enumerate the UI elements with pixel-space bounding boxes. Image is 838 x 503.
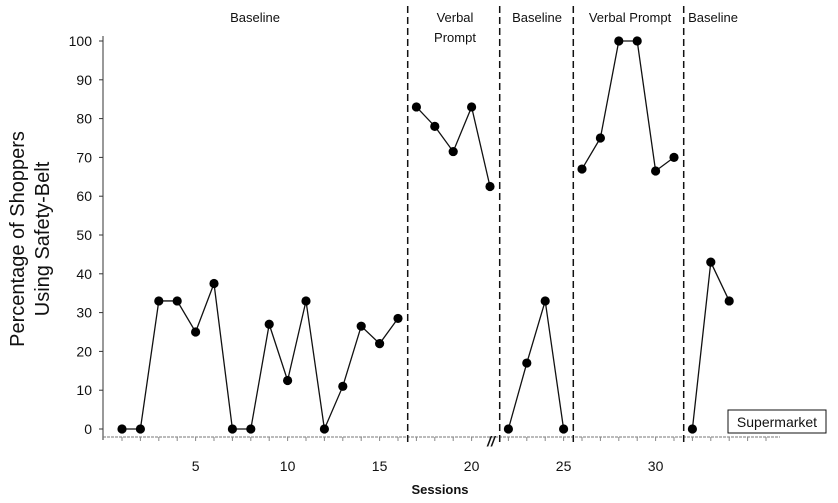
y-tick-label: 10	[76, 382, 92, 398]
y-tick-label: 60	[76, 188, 92, 204]
y-tick-label: 80	[76, 111, 92, 127]
data-point	[338, 381, 348, 391]
series-line	[691, 259, 730, 430]
data-point	[559, 424, 569, 434]
phase-label: Baseline	[512, 10, 562, 25]
data-point	[614, 36, 624, 46]
series-line	[581, 40, 675, 173]
legend-box	[727, 409, 827, 434]
data-point	[540, 296, 550, 306]
series-line	[507, 300, 565, 430]
phase-label: Baseline	[230, 10, 280, 25]
legend-label: Supermarket	[737, 414, 817, 430]
data-point	[246, 424, 256, 434]
data-point	[356, 321, 366, 331]
x-tick-label: 20	[464, 458, 480, 474]
data-point	[522, 358, 532, 368]
data-point	[632, 36, 642, 46]
data-point	[724, 296, 734, 306]
data-point	[485, 181, 495, 192]
data-point	[687, 424, 698, 434]
x-tick-label: 15	[372, 458, 388, 474]
axis-break-mark: //	[486, 433, 497, 449]
phase-label: Prompt	[434, 30, 476, 45]
phase-label: Baseline	[688, 10, 738, 25]
data-point	[301, 296, 311, 306]
y-axis-label: Using Safety-Belt	[32, 161, 54, 316]
data-point	[503, 424, 513, 434]
data-point	[264, 319, 274, 329]
data-point	[430, 121, 440, 131]
data-point	[209, 278, 219, 289]
y-tick-label: 90	[76, 72, 92, 88]
data-point	[172, 296, 182, 306]
data-point	[319, 424, 329, 434]
data-point	[154, 296, 164, 306]
x-tick-label: 25	[556, 458, 572, 474]
y-tick-label: 100	[69, 33, 93, 49]
data-point	[467, 102, 477, 112]
data-point	[706, 257, 716, 267]
series-line	[122, 283, 399, 432]
data-point	[227, 424, 237, 434]
data-point	[411, 102, 421, 112]
y-tick-label: 50	[76, 227, 92, 243]
phase-label: Verbal	[437, 10, 474, 25]
data-point	[191, 327, 201, 337]
data-point	[117, 424, 127, 434]
data-point	[448, 146, 458, 157]
series-line	[415, 104, 491, 187]
x-tick-label: 30	[648, 458, 664, 474]
x-tick-label: 10	[280, 458, 296, 474]
phase-label: Verbal Prompt	[589, 10, 672, 25]
data-point	[651, 166, 661, 176]
data-point	[393, 313, 403, 324]
data-point	[595, 133, 606, 143]
y-tick-label: 70	[76, 149, 92, 165]
y-tick-label: 40	[76, 266, 92, 282]
data-point	[577, 164, 587, 174]
data-point	[375, 339, 385, 349]
y-tick-label: 0	[84, 421, 92, 437]
x-axis-label: Sessions	[411, 482, 468, 497]
y-axis-label: Percentage of Shoppers	[7, 131, 29, 347]
y-tick-label: 20	[76, 343, 92, 359]
data-point	[283, 375, 293, 386]
data-point	[669, 152, 679, 162]
y-tick-label: 30	[76, 305, 92, 321]
data-point	[135, 424, 145, 434]
x-tick-label: 5	[192, 458, 200, 474]
